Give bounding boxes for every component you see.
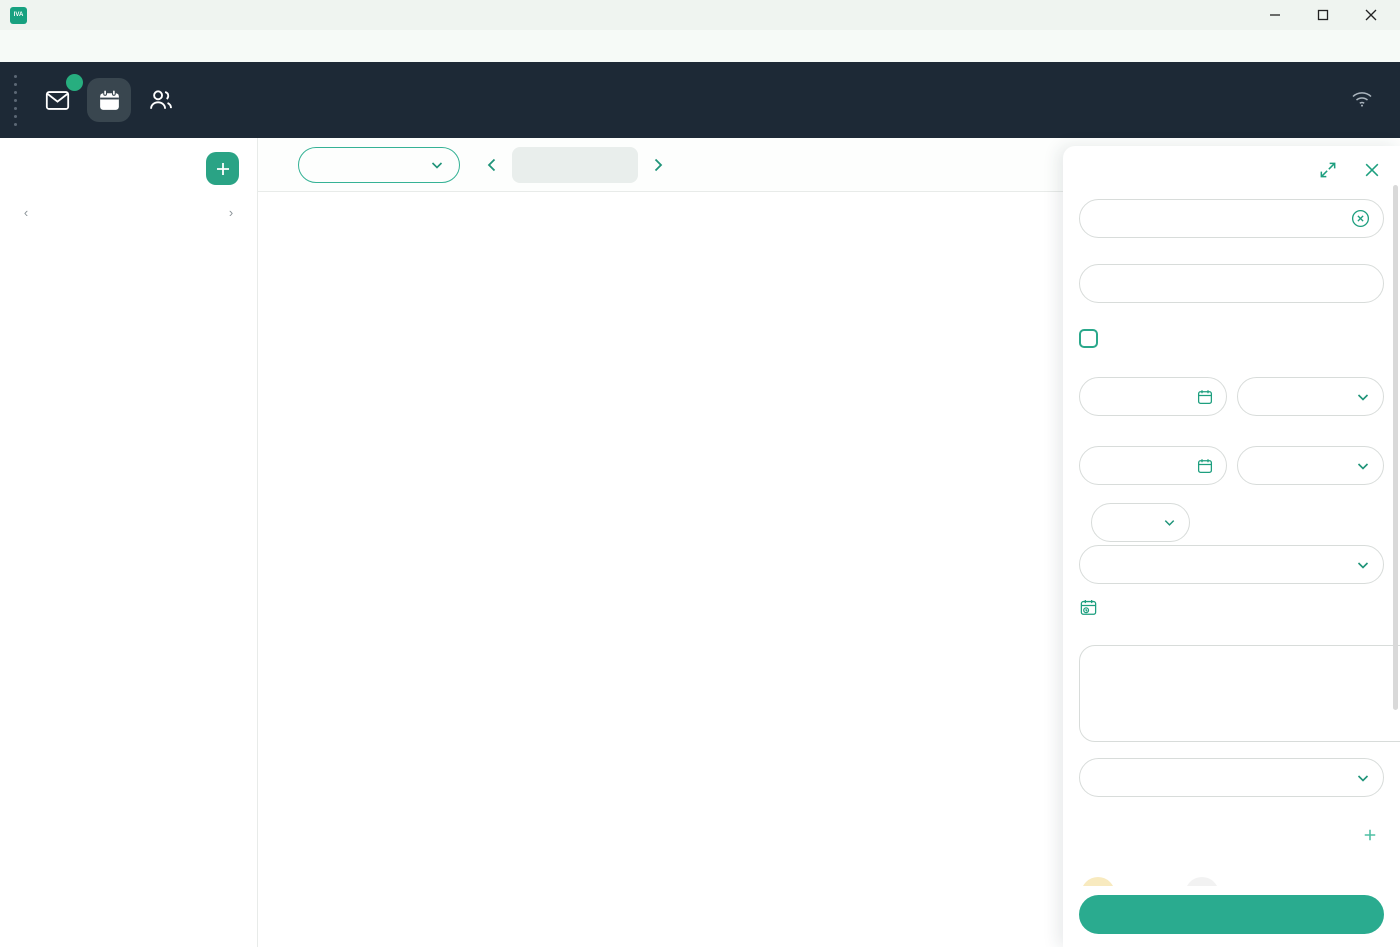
mail-nav-button[interactable] [35, 74, 83, 122]
participants-avatars [1079, 873, 1384, 886]
chevron-down-icon [1357, 462, 1369, 470]
mail-badge [66, 74, 83, 91]
repeat-select[interactable] [1079, 545, 1384, 584]
contacts-nav-button[interactable] [139, 78, 183, 122]
chevron-right-icon [654, 158, 663, 171]
description-textarea[interactable] [1079, 645, 1400, 742]
datepicker-icon [1197, 389, 1213, 404]
add-participant-button[interactable] [1363, 828, 1384, 842]
plus-icon [1364, 829, 1376, 841]
chevron-down-icon [431, 161, 443, 169]
menubar [0, 30, 1400, 62]
drag-handle[interactable] [14, 74, 17, 126]
close-icon [1365, 163, 1379, 177]
next-month-button[interactable] [640, 147, 676, 183]
open-planner-link[interactable] [1079, 598, 1384, 617]
start-date-field[interactable] [1079, 377, 1227, 416]
minimize-button[interactable] [1262, 4, 1288, 26]
chevron-down-icon [1357, 561, 1369, 569]
participant-avatar [1081, 877, 1115, 886]
mini-next-month-button[interactable]: › [228, 205, 234, 220]
calendar-icon [99, 89, 119, 110]
close-window-button[interactable] [1358, 4, 1384, 26]
titlebar: IVA [0, 0, 1400, 30]
plus-icon [216, 162, 229, 175]
add-calendar-event-button[interactable] [206, 152, 239, 185]
panel-scrollbar[interactable] [1393, 185, 1398, 710]
month-grid [258, 246, 1063, 947]
sidebar: ‹ › [0, 138, 258, 947]
location-input[interactable] [1079, 264, 1384, 303]
create-event-button[interactable] [1079, 895, 1384, 934]
mini-calendar: ‹ › [0, 185, 257, 220]
view-mode-select[interactable] [298, 146, 460, 183]
contacts-icon [150, 90, 172, 109]
planner-icon [1080, 599, 1097, 615]
minimize-icon [1270, 14, 1280, 16]
app-toolbar [0, 62, 1400, 138]
mail-icon [45, 90, 69, 110]
connection-status [1350, 88, 1374, 113]
chevron-down-icon [1357, 774, 1369, 782]
duration-select[interactable] [1091, 503, 1190, 542]
mini-prev-month-button[interactable]: ‹ [23, 205, 29, 220]
chevron-left-icon [487, 158, 496, 171]
close-panel-button[interactable] [1362, 160, 1382, 185]
end-date-field[interactable] [1079, 446, 1227, 485]
all-day-checkbox[interactable] [1079, 329, 1098, 348]
maximize-button[interactable] [1310, 4, 1336, 26]
expand-panel-button[interactable] [1318, 160, 1338, 185]
close-window-icon [1365, 9, 1377, 21]
datepicker-icon [1197, 458, 1213, 473]
chevron-down-icon [1164, 520, 1175, 526]
calendar-nav-button[interactable] [87, 78, 131, 122]
participant-avatar [1185, 877, 1219, 886]
clear-title-icon[interactable] [1350, 208, 1371, 229]
expand-icon [1320, 162, 1336, 178]
today-button[interactable] [512, 146, 638, 183]
app-logo: IVA [10, 6, 27, 24]
calendar-select[interactable] [1079, 758, 1384, 797]
event-title-input[interactable] [1079, 199, 1384, 238]
chevron-down-icon [1357, 393, 1369, 401]
end-time-select[interactable] [1237, 446, 1384, 485]
start-time-select[interactable] [1237, 377, 1384, 416]
prev-month-button[interactable] [474, 147, 510, 183]
new-event-panel [1063, 146, 1400, 947]
wifi-icon [1352, 92, 1372, 107]
maximize-icon [1317, 9, 1329, 21]
